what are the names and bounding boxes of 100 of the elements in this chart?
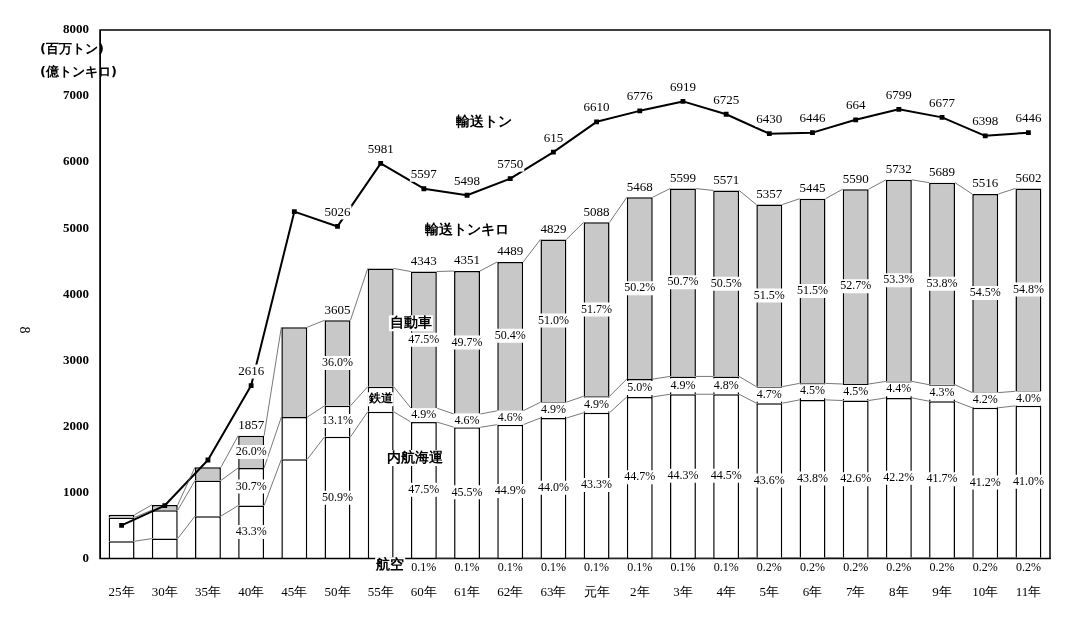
annotation: 13.1%	[322, 413, 353, 428]
annotation: 50.5%	[710, 275, 742, 290]
annotation: 0.1%	[497, 559, 523, 574]
annotation: 47.5%	[408, 481, 440, 496]
annotation: 鉄道	[367, 391, 394, 406]
annotation: 41.7%	[926, 471, 958, 486]
annotation: 50.7%	[667, 274, 699, 289]
x-tick-label: 62年	[497, 583, 524, 599]
data-label: 6799	[885, 86, 912, 102]
x-tick-label: 40年	[238, 583, 265, 599]
x-tick-label: 50年	[324, 583, 351, 599]
annotation: 54.8%	[1012, 281, 1044, 296]
annotation: 49.7%	[451, 334, 483, 349]
annotation: 42.2%	[883, 469, 915, 484]
annotation: 615	[543, 129, 564, 145]
total-label: 5599	[669, 170, 696, 186]
annotation: 30.7%	[235, 478, 267, 493]
x-tick-label: 35年	[194, 583, 221, 599]
annotation: 4.4%	[886, 381, 912, 396]
data-label: 6725	[713, 91, 740, 107]
data-label: 5750	[497, 156, 524, 172]
data-label: 5597	[410, 166, 438, 182]
annotation: 41.2%	[969, 474, 1001, 489]
annotation: 44.3%	[667, 467, 699, 482]
y-tick-label: 6000	[63, 153, 89, 169]
annotation: 4.2%	[972, 392, 998, 407]
total-label: 5590	[842, 170, 869, 186]
annotation: 4.9%	[584, 396, 610, 411]
x-tick-label: 8年	[889, 583, 909, 599]
total-label: 5602	[1015, 169, 1042, 185]
annotation: 0.2%	[929, 559, 955, 574]
annotation: 0.2%	[886, 559, 912, 574]
annotation: 4.6%	[497, 409, 523, 424]
text: 8	[17, 326, 33, 334]
annotation: 45.5%	[451, 484, 483, 499]
annotation: 0.2%	[843, 559, 869, 574]
annotation: 0.1%	[584, 559, 610, 574]
x-tick-label: 10年	[972, 583, 999, 599]
annotation: 4.5%	[800, 383, 825, 398]
annotation: 47.5%	[408, 331, 440, 346]
annotation: 52.7%	[840, 278, 872, 293]
annotation: 51.5%	[753, 287, 785, 302]
data-label: 6430	[756, 111, 783, 127]
annotation: 664	[845, 97, 866, 113]
total-label: 4343	[410, 252, 437, 268]
total-label: 5689	[929, 164, 956, 180]
data-label: 6446	[799, 110, 826, 126]
annotation: 0.1%	[411, 559, 437, 574]
annotation: 51.0%	[537, 312, 569, 327]
y-tick-label: 4000	[63, 285, 89, 301]
annotation: 4.3%	[929, 384, 955, 399]
y-tick-label: 3000	[63, 351, 89, 367]
annotation: 44.0%	[537, 479, 569, 494]
data-label: 6919	[669, 78, 696, 94]
annotation: 44.9%	[494, 483, 526, 498]
annotation: 43.3%	[235, 524, 267, 539]
x-tick-label: 60年	[410, 583, 437, 599]
x-tick-label: 61年	[454, 583, 481, 599]
y-tick-label: 0	[82, 549, 89, 565]
x-tick-label: 7年	[845, 583, 866, 599]
annotation: 0.1%	[627, 559, 653, 574]
annotation: 41.0%	[1012, 473, 1044, 488]
total-label: 3605	[324, 301, 351, 317]
annotation: 0.2%	[972, 559, 998, 574]
annotation: 4.0%	[1015, 390, 1041, 405]
annotation: 0.2%	[1015, 559, 1041, 574]
x-tick-label: 2年	[630, 583, 650, 599]
total-label: 4351	[454, 252, 481, 268]
annotation: 50.2%	[624, 280, 656, 295]
annotation: 43.3%	[581, 477, 613, 492]
total-label: 5571	[713, 171, 740, 187]
total-label: 5357	[756, 185, 783, 201]
annotation: 4.8%	[713, 377, 739, 392]
data-label: 6677	[929, 94, 956, 110]
annotation: 0.1%	[540, 559, 566, 574]
x-tick-label: 9年	[932, 583, 952, 599]
annotation: 53.3%	[883, 272, 915, 287]
data-label: 6398	[972, 113, 999, 129]
annotation: 0.1%	[713, 559, 739, 574]
annotation: 42.6%	[840, 471, 872, 486]
annotation: 航空	[375, 555, 405, 572]
annotation: 4.6%	[454, 412, 480, 427]
data-label: 2616	[238, 363, 265, 379]
annotation: 50.4%	[494, 327, 526, 342]
x-tick-label: 3年	[673, 583, 693, 599]
annotation: 4.9%	[411, 407, 437, 422]
annotation: 26.0%	[235, 444, 267, 459]
total-label: 4829	[540, 220, 567, 236]
annotation: 4.9%	[670, 377, 696, 392]
x-tick-label: 30年	[151, 583, 178, 599]
x-tick-label: 63年	[540, 583, 567, 599]
annotation: 51.5%	[797, 283, 828, 298]
annotation: 4.7%	[756, 386, 782, 401]
x-tick-label: 25年	[108, 583, 135, 599]
annotation: 44.5%	[710, 467, 742, 482]
x-tick-label: 5年	[759, 583, 780, 599]
total-label: 5445	[799, 180, 826, 196]
data-label: 6610	[583, 99, 610, 115]
annotation: 54.5%	[969, 285, 1001, 300]
annotation: 43.8%	[797, 470, 828, 485]
